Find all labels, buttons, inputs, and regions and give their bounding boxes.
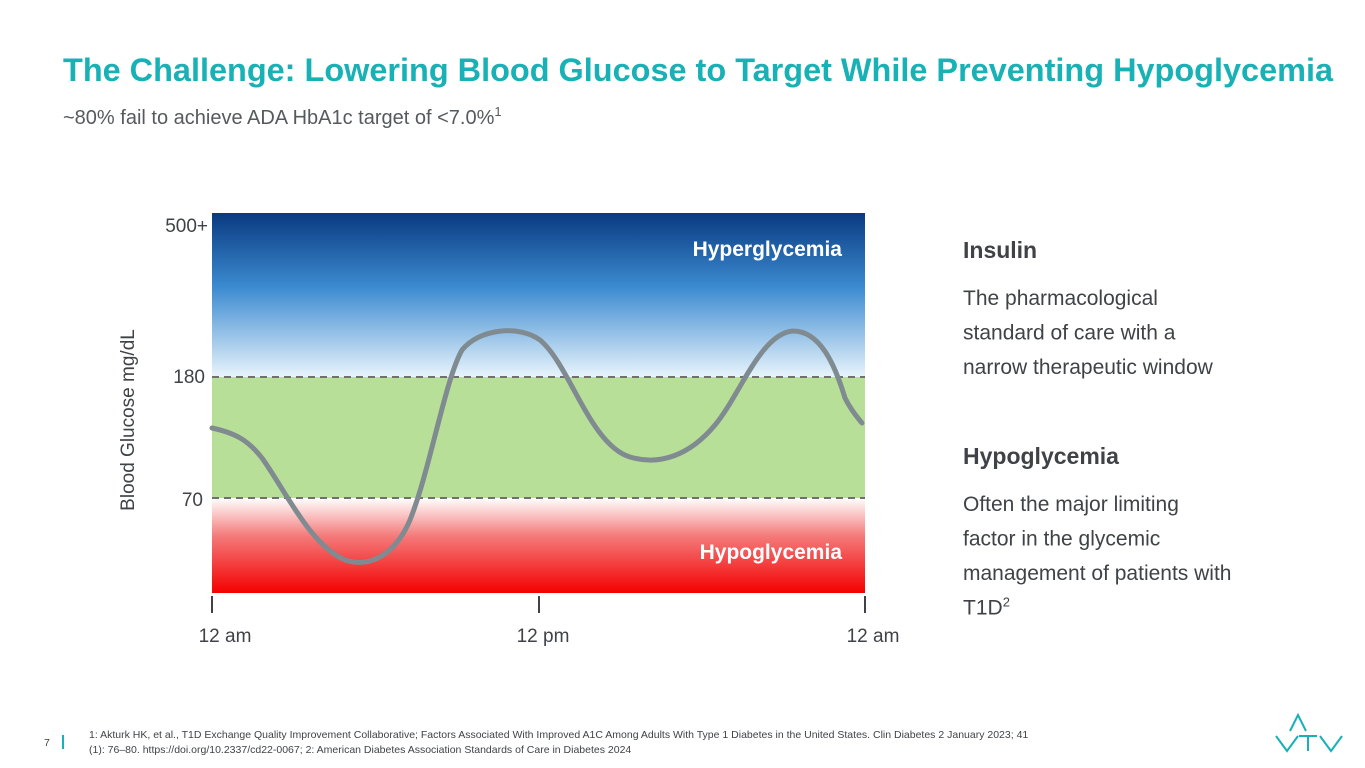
page-number: 7: [44, 737, 50, 749]
sidebar-text: The pharmacological: [963, 287, 1158, 310]
glucose-diagram: Hyperglycemia Hypoglycemia 500+ 180 70 B…: [118, 213, 899, 647]
sidebar: Insulin The pharmacological standard of ca…: [963, 237, 1232, 620]
glucose-curve: [209, 328, 865, 565]
sidebar-heading: Hypoglycemia: [963, 443, 1119, 469]
sidebar-line: Often the major limiting: [963, 493, 1179, 516]
slide-title: The Challenge: Lowering Blood Glucose to…: [63, 52, 1333, 88]
target-zone: [212, 377, 865, 498]
x-label: 12 am: [847, 626, 900, 647]
x-label: 12 am: [199, 626, 252, 647]
sidebar-text: factor in the glycemic: [963, 528, 1160, 551]
footnote-ref: 1: [494, 104, 501, 119]
y-label: 70: [182, 490, 203, 511]
sidebar-text: T1D: [963, 597, 1003, 620]
x-ticks: [211, 596, 866, 613]
y-label: 180: [173, 367, 205, 388]
zone-label: Hypoglycemia: [700, 541, 843, 564]
footnote: (1): 76–80. https://doi.org/10.2337/cd22…: [89, 744, 631, 756]
subtitle-text: ~80% fail to achieve ADA HbA1c target of…: [63, 107, 495, 129]
sidebar-text: management of patients with: [963, 562, 1232, 585]
hyper-zone: [212, 213, 865, 377]
sidebar-line: The pharmacological: [963, 287, 1158, 310]
sidebar-line: factor in the glycemic: [963, 528, 1160, 551]
zone-label: Hyperglycemia: [693, 238, 843, 261]
sidebar-heading: Insulin: [963, 237, 1037, 263]
y-label: 500+: [165, 216, 208, 237]
sidebar-line: T1D2: [963, 595, 1010, 620]
y-axis-title: Blood Glucose mg/dL: [118, 329, 139, 511]
sidebar-text: narrow therapeutic window: [963, 356, 1214, 379]
sidebar-text: standard of care with a: [963, 322, 1176, 345]
footnote-ref: 2: [1003, 595, 1010, 610]
subtitle: ~80% fail to achieve ADA HbA1c target of…: [63, 104, 502, 129]
sidebar-line: standard of care with a: [963, 322, 1176, 345]
footnote: 1: Akturk HK, et al., T1D Exchange Quali…: [89, 729, 1028, 741]
sidebar-line: management of patients with: [963, 562, 1232, 585]
logo: [1275, 712, 1343, 753]
sidebar-line: narrow therapeutic window: [963, 356, 1214, 379]
sidebar-text: Often the major limiting: [963, 493, 1179, 516]
x-label: 12 pm: [517, 626, 570, 647]
